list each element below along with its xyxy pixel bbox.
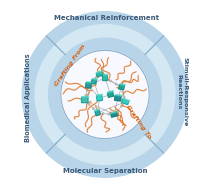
Polygon shape	[92, 78, 98, 80]
Polygon shape	[95, 109, 100, 111]
Circle shape	[115, 83, 117, 85]
Circle shape	[35, 25, 175, 164]
Polygon shape	[86, 83, 91, 88]
Circle shape	[121, 105, 122, 107]
Polygon shape	[96, 72, 103, 77]
Polygon shape	[107, 91, 113, 93]
Circle shape	[85, 94, 87, 96]
Circle shape	[48, 37, 162, 152]
Polygon shape	[119, 84, 124, 90]
Circle shape	[117, 110, 119, 111]
Text: Mechanical Reinforcement: Mechanical Reinforcement	[54, 15, 159, 21]
Polygon shape	[103, 75, 107, 81]
Circle shape	[102, 76, 104, 77]
Circle shape	[22, 12, 188, 177]
Circle shape	[95, 77, 97, 79]
Text: Grafting To: Grafting To	[125, 104, 152, 140]
Circle shape	[91, 81, 93, 82]
Polygon shape	[123, 99, 130, 101]
Polygon shape	[81, 97, 88, 103]
Circle shape	[61, 50, 149, 139]
Polygon shape	[115, 95, 121, 101]
Circle shape	[108, 113, 109, 115]
Text: Stimuli-Responsive
Reactions: Stimuli-Responsive Reactions	[176, 57, 188, 126]
Polygon shape	[103, 74, 108, 75]
Polygon shape	[115, 94, 122, 96]
Polygon shape	[96, 71, 103, 73]
Circle shape	[87, 89, 88, 91]
Circle shape	[123, 96, 125, 98]
Polygon shape	[97, 95, 102, 101]
Circle shape	[102, 113, 104, 114]
Circle shape	[93, 108, 94, 109]
Circle shape	[88, 104, 90, 105]
Text: Molecular Separation: Molecular Separation	[63, 168, 147, 174]
Circle shape	[101, 75, 102, 76]
Text: Biomedical Applications: Biomedical Applications	[25, 54, 31, 143]
Polygon shape	[107, 92, 114, 97]
Polygon shape	[86, 82, 92, 83]
Polygon shape	[91, 79, 97, 84]
Circle shape	[122, 91, 123, 93]
Polygon shape	[119, 84, 126, 85]
Polygon shape	[122, 99, 129, 105]
Text: Grafting From: Grafting From	[54, 43, 86, 87]
Polygon shape	[81, 96, 89, 97]
Polygon shape	[97, 94, 103, 96]
Polygon shape	[111, 111, 118, 114]
Polygon shape	[111, 112, 118, 117]
Circle shape	[110, 80, 111, 82]
Polygon shape	[95, 110, 100, 116]
